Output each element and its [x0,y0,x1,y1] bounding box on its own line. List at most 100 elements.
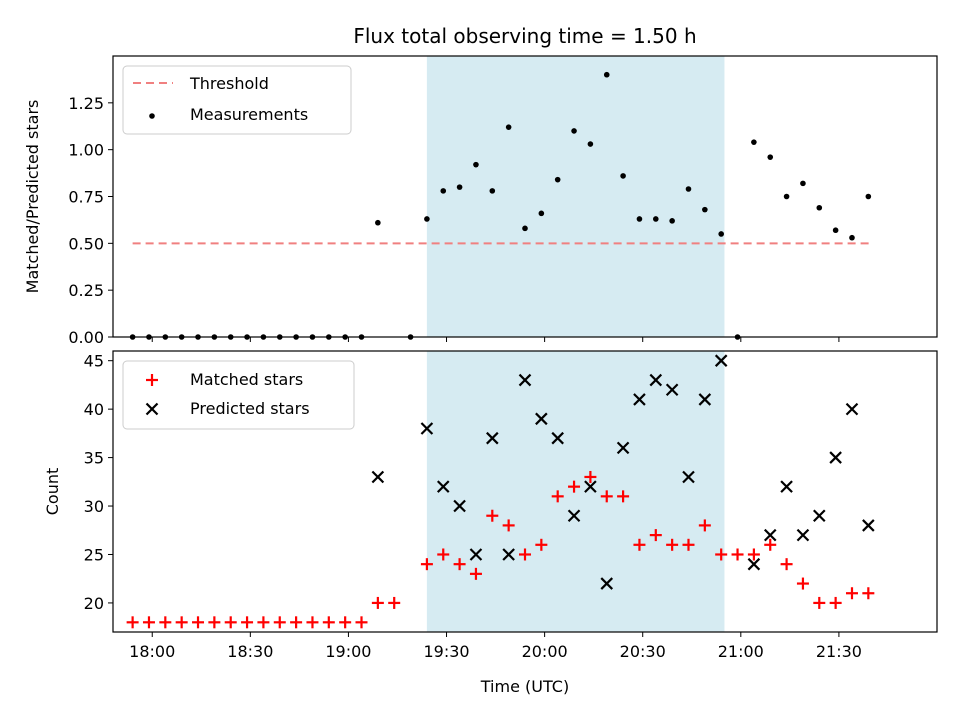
matched-point-27 [584,470,597,483]
matched-point-42 [829,596,842,609]
top-panel: 0.00 0.25 0.50 0.75 1.00 1.25 Matched/Predict… [23,55,938,347]
measurement-point-35 [718,231,724,237]
predicted-point-5 [486,431,499,445]
top-y-tick-label-5: 1.25 [68,94,104,113]
matched-point-44 [862,587,875,600]
measurement-point-34 [702,206,708,213]
matched-point-11 [306,616,319,629]
x-tick-label-2: 19:00 [325,642,371,661]
chart-title: Flux total observing time = 1.50 h [353,24,696,48]
measurement-point-22 [505,124,512,130]
matched-point-8 [257,616,270,629]
matched-point-32 [666,538,679,551]
matched-point-25 [551,490,564,503]
bottom-y-ticks: 20 25 30 35 40 45 [84,352,113,613]
measurement-point-40 [800,180,806,187]
matched-point-35 [715,548,728,561]
bottom-legend: Matched stars Predicted stars [122,360,355,430]
measurement-point-32 [669,218,675,224]
legend-measurements-label: Measurements [190,105,308,124]
bottom-shaded-region [426,351,725,632]
matched-point-21 [486,509,499,522]
bottom-panel: 20 25 30 35 40 45 18:00 18:30 19:00 19:30 20:00 20… [43,350,938,696]
predicted-point-19 [714,354,728,367]
legend-matched-label: Matched stars [190,370,303,389]
top-y-tick-label-4: 1.00 [68,141,104,160]
predicted-point-14 [633,393,646,406]
legend-threshold-label: Threshold [189,74,269,93]
matched-point-22 [502,519,515,532]
matched-point-5 [208,616,221,629]
top-y-axis-label: Matched/Predicted stars [23,100,42,294]
bottom-y-axis-label: Count [43,468,62,516]
predicted-point-18 [698,393,712,406]
matched-point-30 [633,538,646,551]
predicted-point-1 [420,422,434,435]
x-axis-label: Time (UTC) [480,677,569,696]
measurement-point-37 [751,139,757,145]
matched-point-41 [813,596,826,609]
predicted-point-7 [518,373,532,387]
measurement-point-28 [603,71,610,78]
predicted-point-23 [796,528,810,542]
predicted-point-6 [502,548,515,561]
measurement-point-44 [865,193,872,200]
matched-point-20 [469,567,482,580]
predicted-point-13 [616,441,630,455]
matched-point-1 [142,616,155,629]
predicted-point-21 [763,528,777,542]
matched-point-28 [600,490,613,503]
predicted-point-3 [453,499,466,513]
measurement-point-38 [767,154,774,160]
predicted-point-4 [469,548,483,561]
matched-point-26 [568,480,581,493]
bottom-y-tick-label-2: 30 [84,497,104,516]
bottom-y-tick-label-5: 45 [84,352,104,371]
matched-point-33 [682,538,695,551]
measurement-point-42 [832,227,839,234]
predicted-point-22 [780,480,793,493]
measurement-point-23 [522,225,528,232]
predicted-point-12 [600,577,614,590]
predicted-point-24 [813,509,826,523]
bottom-axes-frame [112,350,938,633]
matched-point-39 [780,558,793,571]
x-tick-label-7: 21:30 [816,642,862,661]
top-shaded-region [426,56,725,337]
legend-matched-swatch [146,374,158,386]
top-y-ticks: 0.00 0.25 0.50 0.75 1.00 1.25 [68,94,113,347]
legend-matched-marker [146,374,158,386]
top-x-ticks [151,337,840,342]
top-y-tick-label-2: 0.50 [68,234,104,253]
matched-point-9 [273,616,286,629]
predicted-star-points [371,354,875,590]
top-legend: Threshold Measurements [122,65,352,135]
predicted-point-9 [551,431,564,445]
matched-point-15 [371,596,384,609]
legend-measurements-swatch [149,113,155,119]
matched-point-17 [420,558,433,571]
matched-point-10 [290,616,303,629]
measurement-point-21 [489,188,496,194]
matched-point-19 [453,558,466,571]
x-tick-label-4: 20:00 [522,642,568,661]
predicted-point-0 [371,470,385,484]
top-y-tick-label-3: 0.75 [68,188,104,207]
matched-point-18 [437,548,450,561]
predicted-point-20 [747,557,761,571]
matched-point-6 [224,616,237,629]
measurement-point-29 [620,173,626,179]
bottom-y-tick-label-3: 35 [84,449,104,468]
matched-point-40 [796,577,809,590]
predicted-point-8 [535,412,548,426]
bottom-y-tick-label-4: 40 [84,400,104,419]
legend-predicted-label: Predicted stars [190,399,310,418]
measurement-point-15 [375,219,381,226]
x-tick-label-5: 20:30 [620,642,666,661]
top-y-tick-label-0: 0.00 [68,328,104,347]
matched-point-14 [355,616,368,629]
matched-point-0 [126,616,139,629]
predicted-point-2 [436,480,450,493]
measurement-point-17 [424,216,430,222]
